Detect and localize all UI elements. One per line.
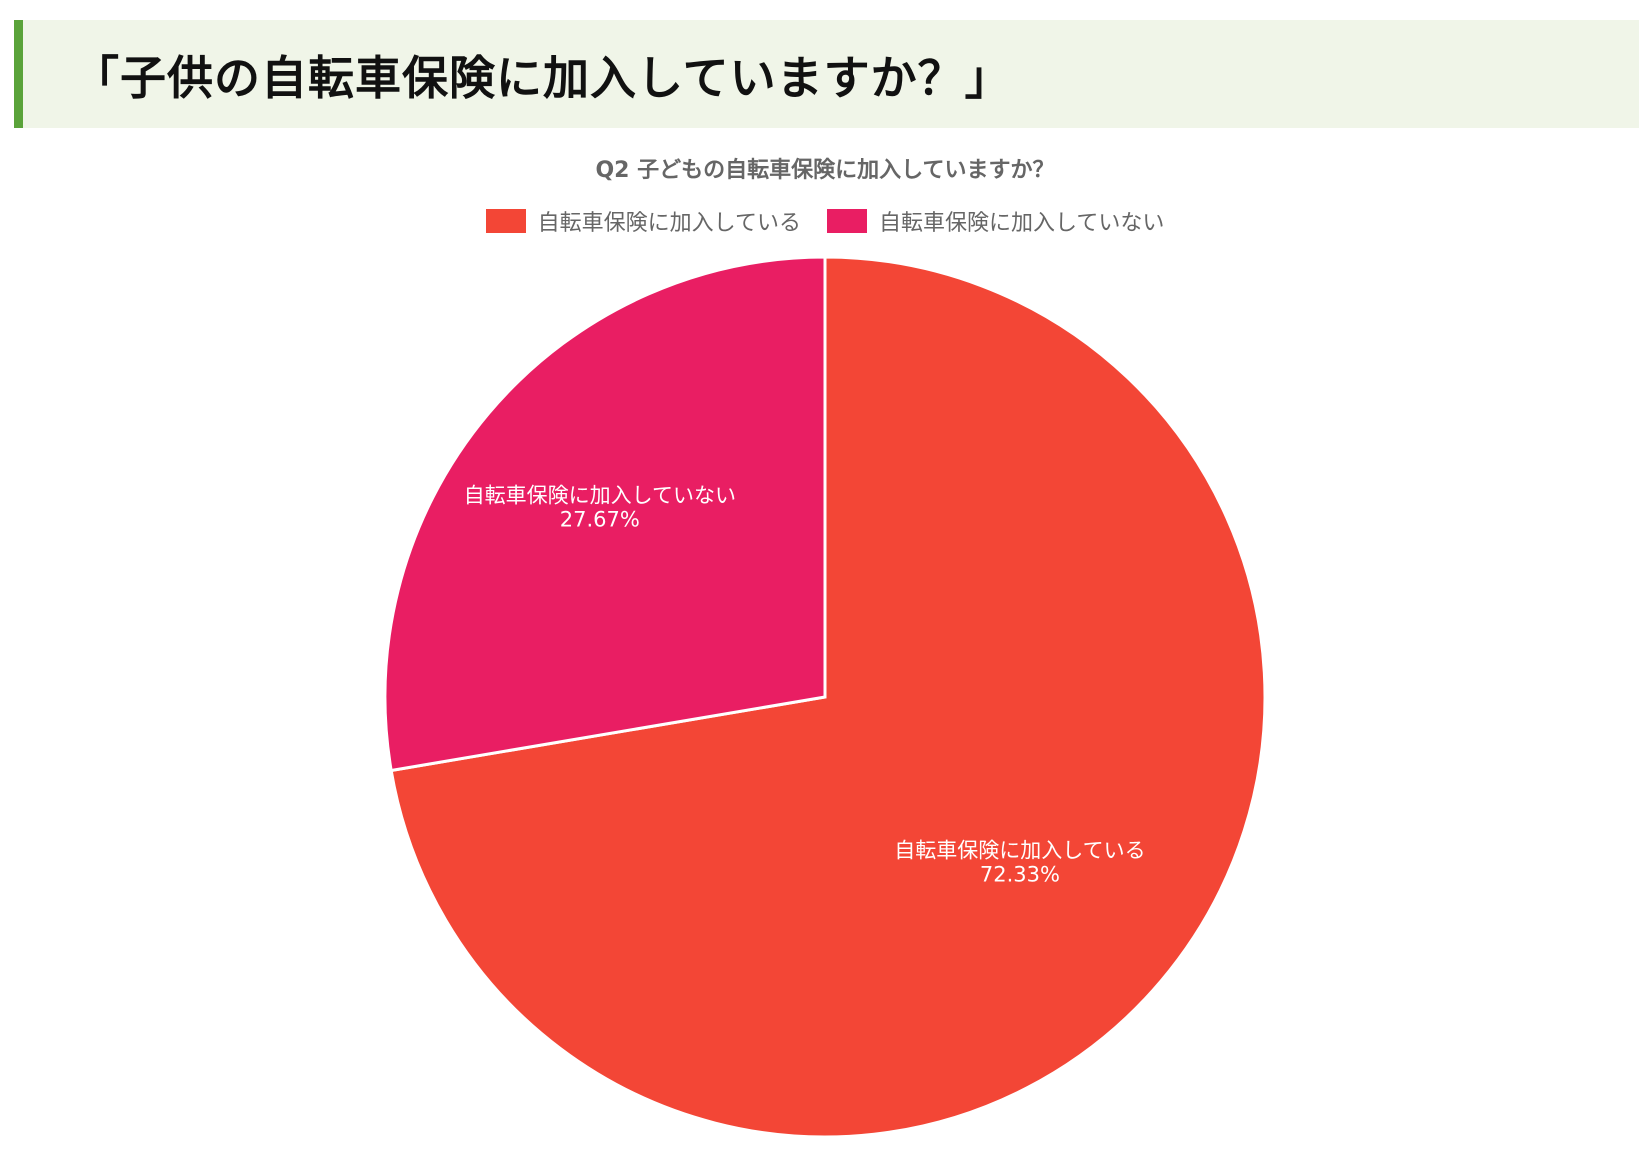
pie-slice-not-insured[interactable] — [383, 255, 827, 773]
pie-slice-insured[interactable] — [389, 255, 1267, 1139]
pie-slices — [383, 255, 1267, 1139]
pie-labels: 自転車保険に加入している 72.33% 自転車保険に加入していない 27.67% — [464, 484, 1146, 887]
section-heading: 「子供の自転車保険に加入していますか？」 — [73, 51, 1012, 105]
slice-label-insured-value: 72.33% — [980, 863, 1060, 887]
legend-swatch-insured — [485, 209, 526, 233]
section-heading-bar: 「子供の自転車保険に加入していますか？」 — [14, 20, 1639, 128]
slice-label-not-insured-name: 自転車保険に加入していない — [464, 484, 736, 508]
legend-label-not-insured: 自転車保険に加入していない — [879, 211, 1165, 236]
legend-item-insured[interactable]: 自転車保険に加入している — [485, 205, 801, 237]
slice-label-not-insured-value: 27.67% — [560, 508, 640, 532]
legend-swatch-not-insured — [827, 209, 867, 233]
slice-label-insured-name: 自転車保険に加入している — [894, 839, 1145, 863]
slice-label-insured: 自転車保険に加入している 72.33% — [894, 839, 1145, 887]
slice-label-not-insured: 自転車保険に加入していない 27.67% — [464, 484, 736, 532]
chart-legend: 自転車保険に加入している 自転車保険に加入していない — [0, 205, 1650, 237]
legend-item-not-insured[interactable]: 自転車保険に加入していない — [827, 205, 1164, 237]
chart-title: Q2 子どもの自転車保険に加入していますか？ — [595, 158, 1055, 183]
legend-label-insured: 自転車保険に加入している — [537, 211, 801, 236]
